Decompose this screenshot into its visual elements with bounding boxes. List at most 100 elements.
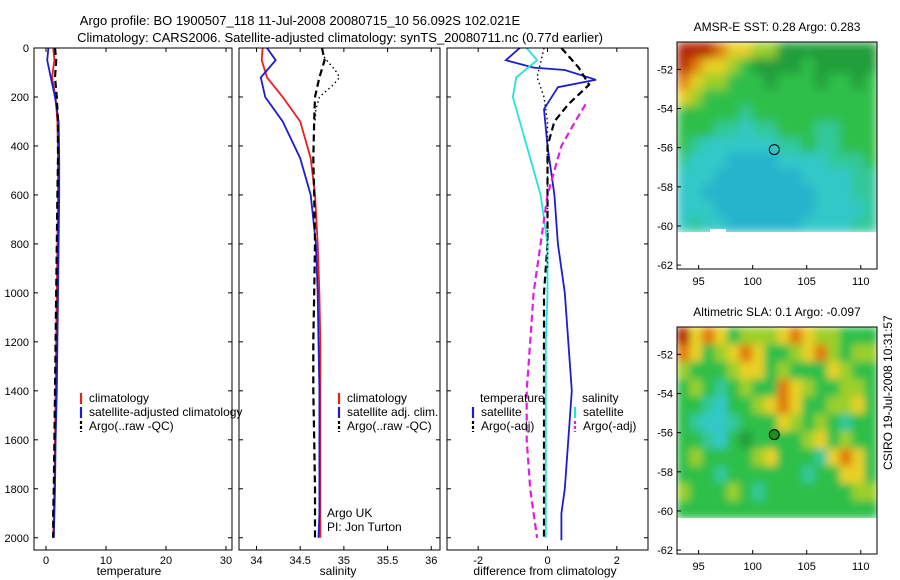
depth-tick-label-4: 800 [11, 239, 29, 251]
m2-cell [702, 500, 716, 518]
m2-cell [752, 344, 766, 363]
m1-cell [839, 89, 853, 106]
m2-cell [689, 361, 703, 380]
m2-cell [702, 465, 716, 484]
m1-cell [814, 73, 828, 91]
m2-cell [689, 413, 703, 432]
m1-cell [764, 89, 778, 106]
m2-cell [827, 500, 841, 518]
depth-tick-label-8: 1600 [5, 435, 29, 447]
m1-cell [727, 57, 741, 75]
m2-cell [827, 379, 841, 398]
m2-cell [814, 396, 828, 415]
sst-map-field [677, 42, 877, 232]
m1-lon-tick-label-2: 105 [798, 276, 816, 288]
m1-cell [702, 42, 716, 59]
title-line-1: Argo profile: BO 1900507_118 11-Jul-2008… [80, 13, 521, 28]
m1-cell [689, 184, 703, 201]
m2-cell [777, 361, 791, 380]
m2-cell [814, 379, 828, 398]
m2-cell [852, 483, 866, 502]
m1-cell [827, 200, 841, 217]
m1-cell [702, 216, 716, 232]
m2-cell [864, 344, 877, 363]
m1-cell [827, 152, 841, 170]
m1-cell [864, 105, 877, 122]
m2-cell [839, 361, 853, 380]
m2-cell [802, 483, 816, 502]
m2-cell [727, 465, 741, 484]
m1-cell [739, 42, 753, 59]
m1-cell [789, 89, 803, 106]
m2-cell [714, 483, 728, 502]
m2-cell [727, 327, 741, 345]
m2-cell [752, 483, 766, 502]
m1-cell [864, 200, 877, 217]
m1-cell [714, 216, 728, 232]
m1-lat-tick-label-2: -56 [657, 143, 673, 155]
m2-cell [777, 500, 791, 518]
m1-cell [714, 73, 728, 91]
m2-cell [764, 483, 778, 502]
m1-cell [802, 57, 816, 75]
m1-cell [752, 216, 766, 232]
m1-cell [814, 152, 828, 170]
m1-cell [802, 121, 816, 138]
m1-cell [714, 184, 728, 201]
t-xtick-label-2: 20 [160, 555, 172, 567]
m2-cell [839, 500, 853, 518]
m2-cell [689, 344, 703, 363]
m1-cell [739, 73, 753, 91]
m2-cell [864, 413, 877, 432]
m1-cell [777, 73, 791, 91]
m1-cell [777, 216, 791, 232]
depth-tick-label-0: 0 [23, 43, 29, 55]
m1-cell [802, 73, 816, 91]
m2-cell [814, 361, 828, 380]
depth-tick-label-1: 200 [11, 92, 29, 104]
m1-cell [839, 168, 853, 186]
m2-cell [764, 361, 778, 380]
m2-cell [752, 431, 766, 450]
m1-cell [727, 152, 741, 170]
m2-lat-tick-label-1: -54 [657, 389, 673, 401]
difference-legend-header-temperature: temperature [480, 391, 545, 405]
m2-cell [702, 396, 716, 415]
m2-cell [802, 448, 816, 467]
m1-cell [689, 152, 703, 170]
m1-cell [752, 200, 766, 217]
m2-cell [689, 327, 703, 345]
d-series-line-2 [511, 48, 549, 538]
title-line-2: Climatology: CARS2006. Satellite-adjuste… [77, 30, 603, 45]
m1-cell [777, 168, 791, 186]
m2-cell [702, 431, 716, 450]
m2-cell [764, 465, 778, 484]
m1-cell [777, 89, 791, 106]
m2-cell [777, 448, 791, 467]
m2-cell [702, 327, 716, 345]
m1-cell [727, 42, 741, 59]
m2-cell [864, 396, 877, 415]
m2-cell [839, 431, 853, 450]
d-series-line-0 [504, 48, 597, 541]
m2-cell [677, 344, 691, 363]
m1-cell [689, 200, 703, 217]
depth-tick-label-2: 400 [11, 141, 29, 153]
salinity-legend-entry-2-label: Argo(..raw -QC) [347, 419, 432, 433]
m2-cell [739, 327, 753, 345]
m2-cell [714, 361, 728, 380]
m2-cell [777, 396, 791, 415]
m1-cell [677, 121, 691, 138]
m2-cell [802, 327, 816, 345]
m1-cell [752, 152, 766, 170]
m2-cell [714, 327, 728, 345]
temperature-legend-entry-1-label: satellite-adjusted climatology [89, 405, 242, 419]
d-series-line-4 [536, 48, 549, 269]
m1-cell [839, 73, 853, 91]
m1-cell [727, 89, 741, 106]
difference-legend-entry-1-label: satellite [481, 405, 522, 419]
s-xtick-label-0: 34 [250, 555, 262, 567]
m2-cell [839, 465, 853, 484]
m2-cell [727, 483, 741, 502]
